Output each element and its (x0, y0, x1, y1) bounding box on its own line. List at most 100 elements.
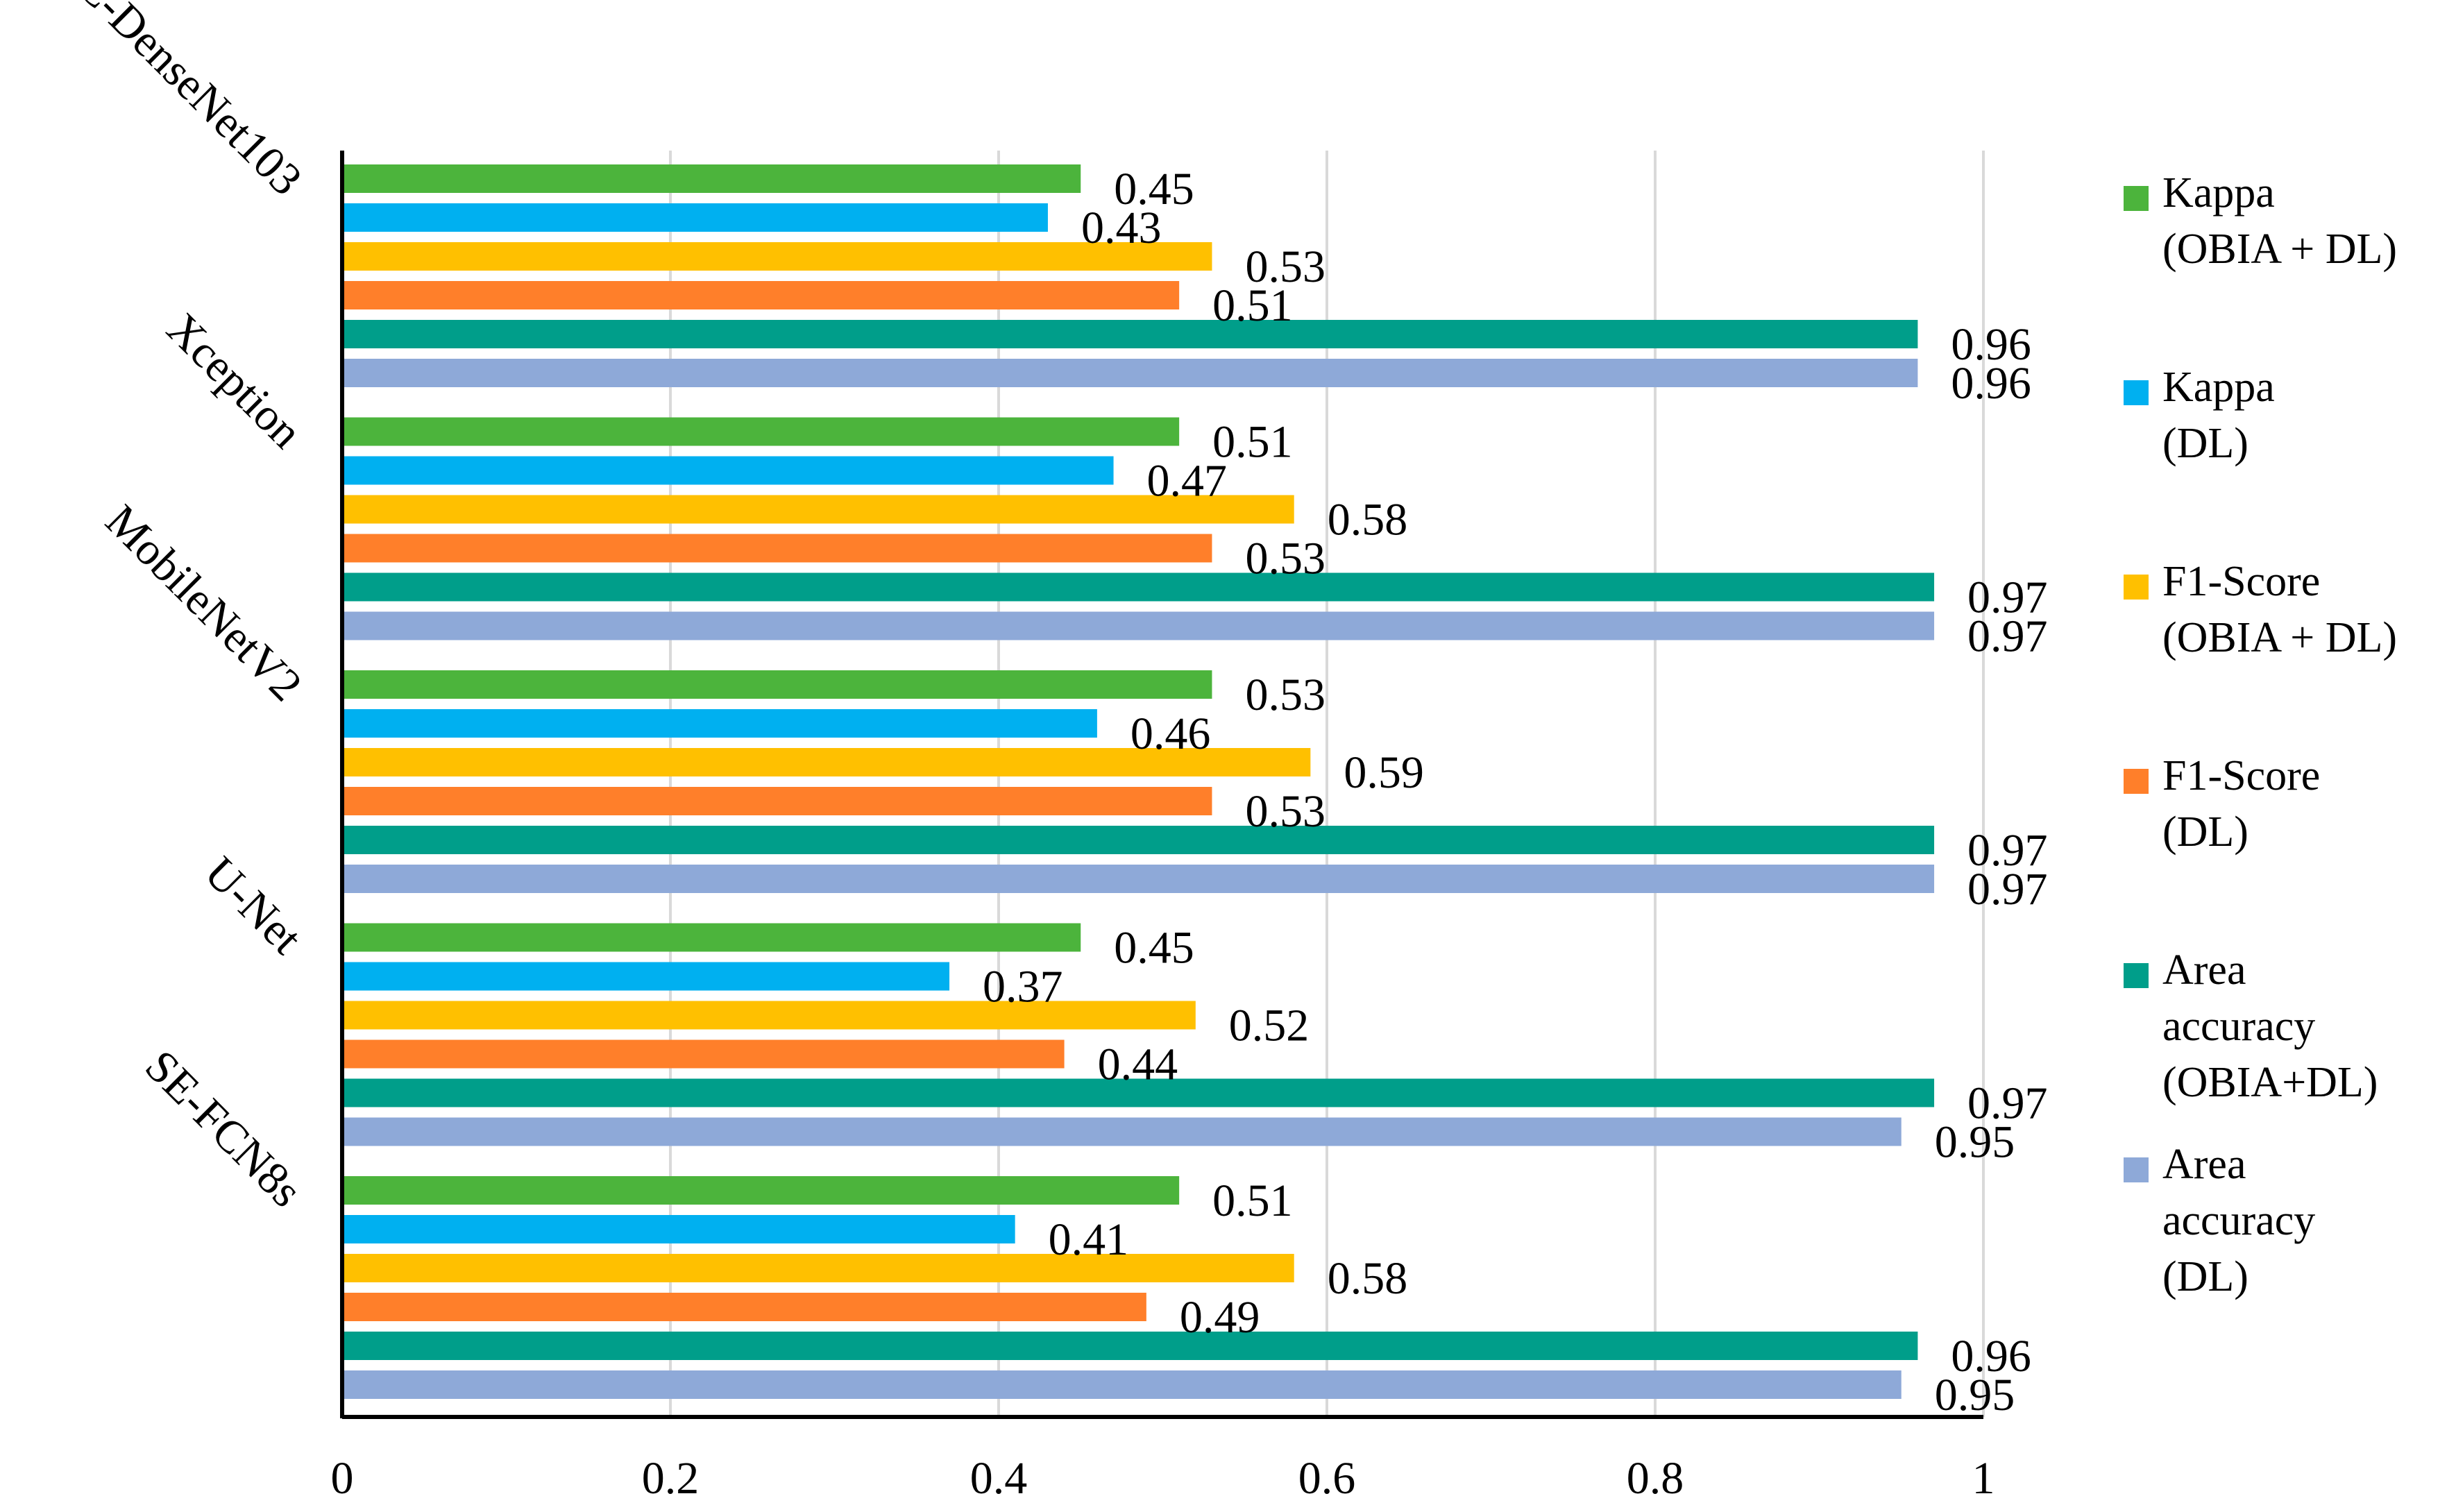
data-label: 0.43 (1081, 203, 1162, 253)
category-label: FC-DenseNet103 (49, 0, 312, 205)
bar-group (342, 164, 1935, 1399)
data-label: 0.46 (1130, 708, 1211, 759)
bar (342, 1117, 1902, 1146)
bar (342, 962, 950, 991)
legend-swatch (2124, 186, 2149, 211)
x-tick-labels: 0 0.2 0.4 0.6 0.8 1 (331, 1453, 1995, 1504)
bar (342, 709, 1097, 738)
data-label: 0.53 (1245, 534, 1326, 584)
bar (342, 320, 1918, 348)
data-label: 0.97 (1967, 572, 2048, 623)
bar (342, 1001, 1196, 1030)
data-label: 0.51 (1212, 1175, 1293, 1226)
x-tick-label: 0.6 (1298, 1453, 1356, 1504)
bar (342, 572, 1935, 602)
bar (342, 1078, 1935, 1107)
legend-label: Kappa (DL) (2162, 359, 2454, 472)
x-tick-label: 0.8 (1627, 1453, 1684, 1504)
data-labels: 0.450.430.530.510.960.960.510.470.580.53… (983, 164, 2048, 1420)
data-label: 0.95 (1935, 1370, 2015, 1420)
x-tick-label: 0 (331, 1453, 354, 1504)
bar (342, 164, 1081, 193)
category-labels: FC-DenseNet103 Xception MobileNetV2 U-Net SE… (49, 0, 312, 1217)
bar (342, 203, 1048, 232)
bar (342, 456, 1114, 485)
data-label: 0.52 (1229, 1001, 1310, 1051)
data-label: 0.58 (1328, 1253, 1408, 1304)
legend-swatch (2124, 575, 2149, 600)
legend-label-line: Area (2162, 1141, 2246, 1188)
legend-label-line: (DL) (2162, 420, 2248, 467)
data-label: 0.96 (1951, 1331, 2031, 1382)
data-label: 0.41 (1049, 1214, 1129, 1265)
bar (342, 359, 1918, 387)
data-label: 0.53 (1245, 241, 1326, 292)
legend-label-line: accuracy (2162, 1197, 2316, 1244)
legend-label-line: accuracy (2162, 1003, 2316, 1050)
bar (342, 787, 1212, 815)
data-label: 0.95 (1935, 1117, 2015, 1168)
legend-label: Area accuracy (DL) (2162, 1137, 2454, 1305)
category-label: Xception (157, 303, 312, 458)
legend-label-line: Area (2162, 946, 2246, 994)
legend-label: F1-Score (DL) (2162, 748, 2454, 860)
bar (342, 923, 1081, 952)
bar (342, 748, 1311, 776)
legend-swatch (2124, 769, 2149, 794)
bar (342, 281, 1180, 309)
legend-swatch (2124, 963, 2149, 988)
data-label: 0.97 (1967, 864, 2048, 915)
data-label: 0.45 (1114, 923, 1194, 974)
bar (342, 495, 1294, 524)
category-label: U-Net (195, 847, 312, 964)
data-label: 0.51 (1212, 280, 1293, 331)
legend-swatch (2124, 380, 2149, 405)
legend-swatch (2124, 1157, 2149, 1182)
data-label: 0.97 (1967, 611, 2048, 662)
bar (342, 1215, 1015, 1243)
bar (342, 1332, 1918, 1360)
bar (342, 865, 1935, 893)
data-label: 0.97 (1967, 1078, 2048, 1129)
bar (342, 1370, 1902, 1399)
data-label: 0.59 (1344, 747, 1424, 798)
data-label: 0.45 (1114, 164, 1194, 214)
legend-label-line: Kappa (2162, 169, 2275, 216)
bar (342, 1254, 1294, 1282)
legend-label-line: (OBIA + DL) (2162, 226, 2398, 273)
legend-label-line: Kappa (2162, 364, 2275, 411)
x-tick-label: 0.2 (642, 1453, 700, 1504)
data-label: 0.58 (1328, 495, 1408, 545)
data-label: 0.53 (1245, 670, 1326, 720)
x-tick-label: 1 (1972, 1453, 1995, 1504)
bar (342, 1039, 1065, 1069)
legend-label: Area accuracy (OBIA+DL) (2162, 942, 2454, 1111)
data-label: 0.53 (1245, 786, 1326, 837)
legend-label-line: F1-Score (2162, 558, 2321, 605)
x-tick-label: 0.4 (970, 1453, 1028, 1504)
data-label: 0.96 (1951, 319, 2031, 370)
legend-label-line: (OBIA+DL) (2162, 1059, 2378, 1106)
data-label: 0.37 (983, 962, 1063, 1012)
legend-label-line: (DL) (2162, 1253, 2248, 1300)
data-label: 0.51 (1212, 417, 1293, 468)
category-label: MobileNetV2 (96, 495, 312, 711)
data-label: 0.97 (1967, 825, 2048, 876)
data-label: 0.44 (1098, 1039, 1178, 1090)
bar (342, 534, 1212, 563)
bar (342, 611, 1935, 640)
bar (342, 417, 1180, 446)
legend-label: F1-Score (OBIA + DL) (2162, 554, 2454, 666)
data-label: 0.49 (1180, 1292, 1260, 1343)
bar (342, 670, 1212, 699)
legend-label-line: F1-Score (2162, 752, 2321, 799)
bar (342, 826, 1935, 854)
legend-label-line: (DL) (2162, 808, 2248, 856)
bar (342, 1293, 1146, 1321)
data-label: 0.47 (1147, 456, 1228, 507)
bar (342, 242, 1212, 271)
axes (340, 151, 1983, 1419)
bar (342, 1176, 1180, 1205)
data-label: 0.96 (1951, 358, 2031, 409)
